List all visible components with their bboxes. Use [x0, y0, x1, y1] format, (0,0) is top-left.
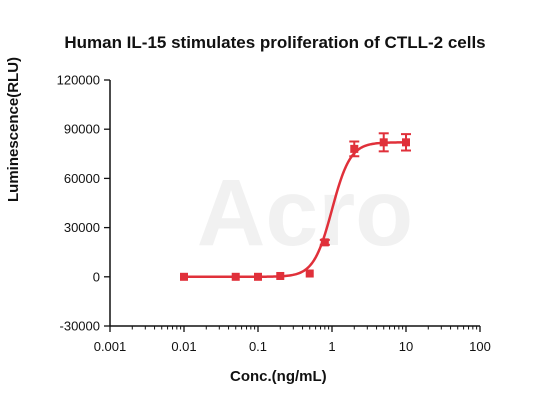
- y-tick-label: 60000: [64, 171, 100, 186]
- points: [180, 132, 411, 281]
- x-tick-label: 0.001: [94, 339, 127, 354]
- data-point: [320, 238, 329, 247]
- data-point: [254, 272, 262, 281]
- svg-text:Acro: Acro: [197, 160, 413, 266]
- chart-title: Human IL-15 stimulates proliferation of …: [64, 33, 486, 52]
- x-tick-label: 0.01: [171, 339, 196, 354]
- fit-layer: [184, 141, 407, 279]
- data-point: [180, 272, 188, 281]
- y-tick-label: 90000: [64, 122, 100, 137]
- x-tick-label: 100: [469, 339, 491, 354]
- axes: [109, 80, 480, 327]
- fit-curve: [184, 141, 407, 279]
- ticks: -30000 0 30000 60000 90000 120000 0.001 0.01 0.1…: [57, 73, 491, 355]
- y-tick-label: 120000: [57, 73, 100, 88]
- data-point: [276, 271, 285, 280]
- x-axis-label: Conc.(ng/mL): [230, 368, 327, 385]
- y-tick-label: -30000: [60, 319, 100, 334]
- data-point: [231, 272, 240, 281]
- watermark: Acro: [197, 160, 413, 266]
- x-tick-label: 10: [399, 339, 413, 354]
- y-axis-label: Luminescence(RLU): [5, 56, 22, 202]
- x-tick-label: 0.1: [249, 339, 267, 354]
- data-point: [350, 144, 359, 153]
- data-point: [402, 138, 410, 147]
- x-tick-label: 1: [328, 339, 335, 354]
- data-point: [379, 138, 388, 147]
- y-tick-label: 0: [93, 269, 100, 284]
- data-point: [305, 269, 314, 278]
- y-tick-label: 30000: [64, 220, 100, 235]
